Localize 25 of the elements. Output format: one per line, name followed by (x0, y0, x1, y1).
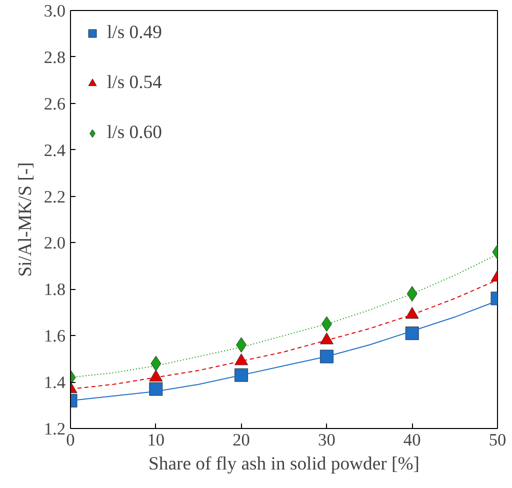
y-tick-label: 1.2 (44, 420, 66, 438)
y-tick-label: 2.2 (44, 187, 66, 206)
point (234, 368, 248, 382)
y-tick-label: 1.8 (44, 280, 66, 300)
y-tick-label: 1.4 (44, 373, 66, 392)
y-axis-title: Si/Al-MK/S [-] (14, 162, 36, 277)
y-tick-label: 2.4 (44, 140, 66, 160)
y-tick-label: 2.6 (44, 94, 66, 114)
legend-label: l/s 0.54 (107, 72, 162, 94)
x-tick-label: 10 (147, 430, 165, 450)
y-tick-label: 3.0 (44, 2, 66, 20)
x-tick-label: 40 (403, 430, 421, 450)
x-tick-label: 0 (66, 430, 75, 450)
y-tick-label: 2.0 (44, 234, 66, 253)
y-tick-label: 1.6 (44, 326, 66, 346)
point (320, 350, 334, 364)
legend-label: l/s 0.49 (107, 22, 162, 44)
y-tick-label: 2.8 (44, 48, 66, 67)
x-tick-label: 20 (232, 430, 250, 450)
point (405, 326, 419, 340)
legend-label: l/s 0.60 (107, 122, 162, 144)
x-tick-label: 50 (488, 430, 506, 450)
x-axis-title: Share of fly ash in solid powder [%] (148, 454, 420, 474)
point (149, 382, 163, 396)
x-tick-label: 30 (318, 430, 336, 450)
